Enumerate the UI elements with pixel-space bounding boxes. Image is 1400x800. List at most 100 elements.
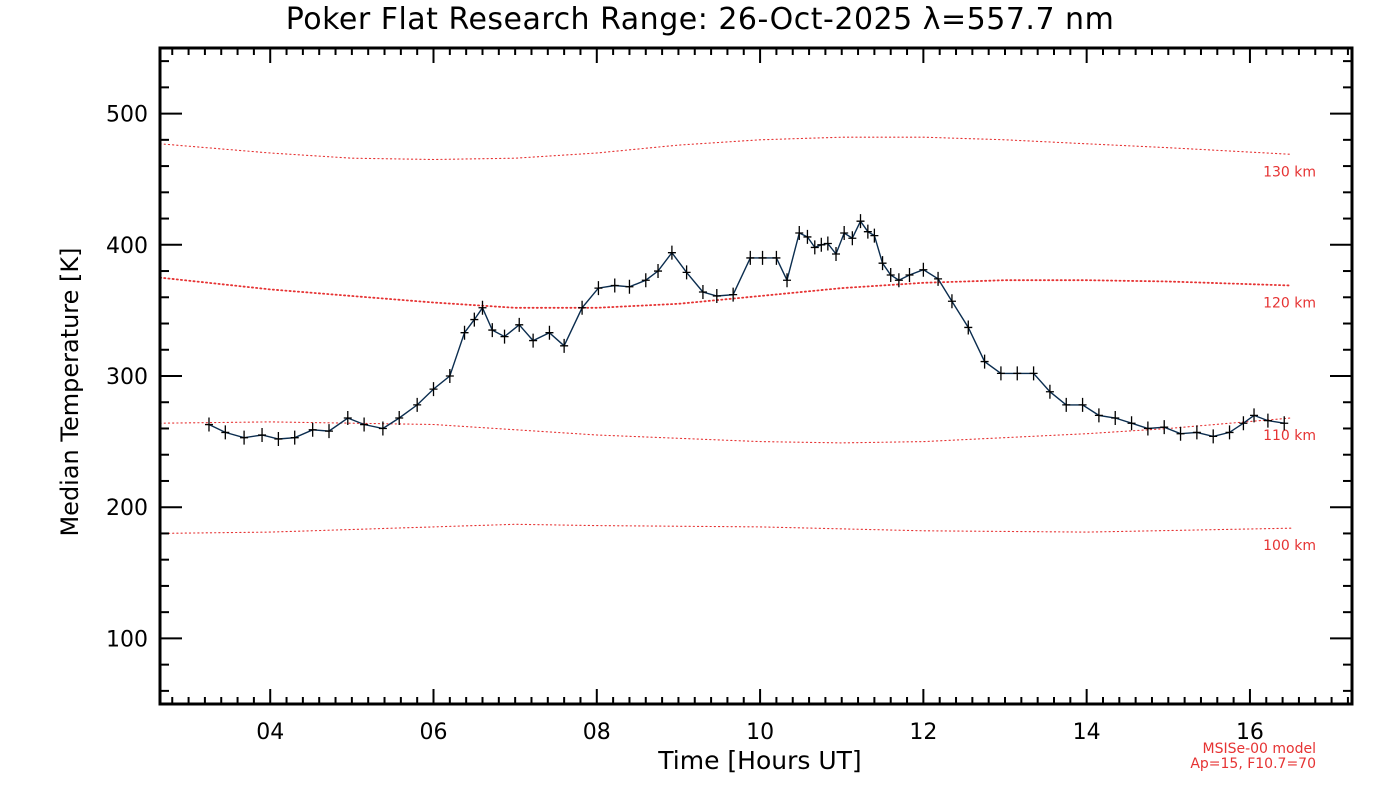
- data-point: [878, 256, 887, 271]
- data-point: [934, 271, 943, 286]
- model-label-110km: 110 km: [1263, 428, 1316, 444]
- data-point: [848, 231, 857, 246]
- data-point: [545, 325, 554, 340]
- data-point: [856, 214, 865, 229]
- y-tick-label: 100: [106, 627, 148, 652]
- data-point: [1143, 421, 1152, 436]
- data-point: [478, 300, 487, 315]
- data-point: [712, 288, 721, 303]
- data-point: [1094, 408, 1103, 423]
- data-series: [204, 214, 1289, 446]
- data-point: [343, 410, 352, 425]
- data-point: [488, 323, 497, 338]
- data-point: [758, 250, 767, 265]
- data-point: [1013, 366, 1022, 381]
- data-point: [1160, 420, 1169, 435]
- data-point: [947, 294, 956, 309]
- axis-ticks: [160, 48, 1352, 704]
- data-point: [682, 265, 691, 280]
- data-point: [445, 369, 454, 383]
- plot-frame: [158, 46, 1354, 706]
- data-point: [1225, 425, 1234, 440]
- data-point: [258, 428, 267, 443]
- data-point: [1127, 416, 1136, 431]
- data-point: [803, 229, 812, 244]
- model-label-130km: 130 km: [1263, 164, 1316, 180]
- x-tick-label: 06: [420, 720, 448, 745]
- model-label-100km: 100 km: [1263, 538, 1316, 554]
- x-tick-label: 04: [256, 720, 284, 745]
- data-point: [840, 225, 849, 240]
- data-point: [378, 421, 387, 436]
- data-point: [413, 397, 422, 412]
- data-point: [1062, 397, 1071, 412]
- data-point: [772, 250, 781, 265]
- model-curves: 100 km 110 km 120 km 130 km: [159, 136, 1316, 554]
- data-point: [886, 267, 895, 282]
- x-tick-label: 08: [583, 720, 611, 745]
- data-point: [1111, 410, 1120, 425]
- x-tick-label: 14: [1073, 720, 1101, 745]
- x-tick-label: 12: [909, 720, 937, 745]
- series-line: [208, 219, 1285, 440]
- data-point: [863, 224, 872, 239]
- data-point: [1192, 425, 1201, 440]
- data-point: [698, 285, 707, 300]
- y-tick-label: 400: [106, 234, 148, 259]
- model-note-line2: Ap=15, F10.7=70: [1190, 756, 1316, 772]
- data-point: [460, 325, 469, 340]
- data-point: [395, 410, 404, 425]
- data-point: [221, 425, 230, 440]
- data-point: [894, 273, 903, 288]
- data-point: [746, 250, 755, 265]
- data-point: [515, 317, 524, 332]
- data-point: [470, 312, 479, 327]
- data-point: [240, 430, 249, 445]
- y-tick-label: 500: [106, 103, 148, 128]
- data-point: [795, 225, 804, 240]
- data-point: [641, 273, 650, 288]
- model-label-120km: 120 km: [1263, 296, 1316, 312]
- data-point: [560, 338, 569, 353]
- data-point: [919, 262, 928, 277]
- data-point: [810, 240, 819, 255]
- data-point: [204, 417, 213, 432]
- data-point: [1176, 426, 1185, 441]
- data-point: [1239, 416, 1248, 431]
- model-note-line1: MSISe-00 model: [1202, 741, 1316, 757]
- data-point: [964, 320, 973, 335]
- data-point: [360, 417, 369, 432]
- model-curve-130km: [159, 136, 1292, 161]
- data-point: [1045, 384, 1054, 399]
- x-tick-label: 10: [746, 720, 774, 745]
- data-point: [654, 264, 663, 279]
- data-point: [996, 366, 1005, 381]
- data-point: [500, 329, 509, 344]
- data-point: [667, 245, 676, 260]
- data-point: [817, 237, 826, 252]
- model-curve-100km: [159, 523, 1292, 534]
- data-point: [870, 228, 879, 243]
- data-point: [1209, 429, 1218, 444]
- data-point: [832, 246, 841, 261]
- data-point: [980, 354, 989, 369]
- x-tick-label: 16: [1236, 720, 1264, 745]
- data-point: [729, 287, 738, 302]
- data-point: [274, 431, 283, 446]
- data-point: [594, 281, 603, 296]
- data-point: [578, 300, 587, 315]
- data-point: [823, 236, 832, 251]
- model-curve-120km: [159, 276, 1292, 309]
- data-point: [290, 430, 299, 445]
- chart-title: Poker Flat Research Range: 26-Oct-2025 λ…: [285, 2, 1115, 37]
- tick-labels: 04 06 08 10 12 14 16 100 200 300 400 500: [106, 103, 1264, 745]
- data-point: [308, 422, 317, 437]
- data-point: [1280, 416, 1289, 431]
- y-tick-label: 200: [106, 496, 148, 521]
- x-axis-label: Time [Hours UT]: [658, 746, 862, 775]
- data-point: [529, 333, 538, 348]
- data-point: [429, 382, 438, 397]
- data-point: [1250, 408, 1259, 423]
- data-point: [325, 424, 334, 439]
- data-point: [905, 267, 914, 282]
